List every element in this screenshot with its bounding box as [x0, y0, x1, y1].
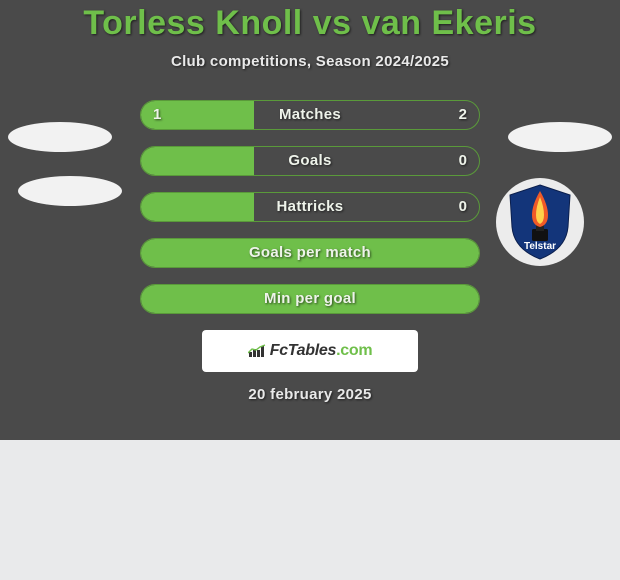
stat-value-right: 2	[459, 101, 467, 129]
stat-label: Matches	[141, 101, 479, 129]
stat-value-right: 0	[459, 193, 467, 221]
report-date: 20 february 2025	[0, 386, 620, 403]
svg-text:Telstar: Telstar	[524, 241, 556, 252]
stat-row-hattricks: Hattricks 0	[140, 192, 480, 222]
comparison-panel: Torless Knoll vs van Ekeris Club competi…	[0, 0, 620, 440]
stat-row-matches: 1 Matches 2	[140, 100, 480, 130]
brand-chart-icon	[248, 344, 266, 358]
telstar-badge-icon: Telstar	[506, 183, 574, 261]
stat-label: Min per goal	[141, 285, 479, 313]
brand-badge: FcTables.com	[202, 330, 418, 372]
brand-name: FcTables	[270, 342, 336, 359]
page-title: Torless Knoll vs van Ekeris	[0, 4, 620, 43]
stat-row-min-per-goal: Min per goal	[140, 284, 480, 314]
stat-label: Hattricks	[141, 193, 479, 221]
page-subtitle: Club competitions, Season 2024/2025	[0, 53, 620, 70]
stat-label: Goals per match	[141, 239, 479, 267]
team-right-logo: Telstar	[496, 178, 584, 266]
stat-label: Goals	[141, 147, 479, 175]
brand-suffix: .com	[336, 342, 372, 359]
stat-row-goals-per-match: Goals per match	[140, 238, 480, 268]
brand-text: FcTables.com	[270, 342, 373, 360]
stat-row-goals: Goals 0	[140, 146, 480, 176]
player-right-photo-placeholder	[508, 122, 612, 152]
player-left-photo-placeholder	[8, 122, 112, 152]
team-left-logo-placeholder	[18, 176, 122, 206]
stat-value-right: 0	[459, 147, 467, 175]
